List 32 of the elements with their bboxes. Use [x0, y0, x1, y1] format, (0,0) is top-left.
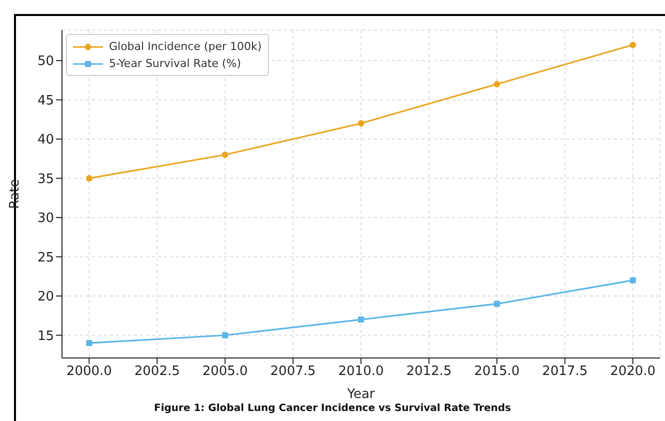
y-tick-label: 20 — [37, 290, 54, 305]
y-tick-label: 50 — [37, 54, 54, 70]
point — [86, 175, 92, 182]
x-tick-label: 2010.0 — [338, 364, 384, 380]
y-axis-title: Rate — [8, 179, 23, 209]
point — [494, 80, 500, 88]
point — [358, 120, 364, 127]
x-tick-label: 2005.0 — [202, 364, 248, 380]
x-tick-label: 2020.0 — [610, 364, 656, 380]
y-tick-label: 45 — [37, 93, 54, 108]
y-tick-label: 30 — [37, 211, 54, 226]
x-axis-title: Year — [346, 387, 376, 402]
point — [222, 152, 228, 158]
point — [630, 277, 636, 284]
x-tick-label: 2015.0 — [474, 364, 520, 380]
point — [630, 42, 636, 48]
point — [494, 300, 500, 307]
caption: Figure 1: Global Lung Cancer Incidence vs Survival Rate Trends — [152, 403, 512, 414]
legend-label: 5-Year Survival Rate (%) — [109, 57, 242, 70]
x-tick-label: 2000.0 — [66, 364, 112, 380]
point — [86, 340, 92, 346]
x-tick-label: 2017.5 — [542, 364, 588, 380]
legend-label: Global Incidence (per 100k) — [109, 40, 262, 53]
y-tick-label: 35 — [37, 172, 54, 187]
x-tick-label: 2007.5 — [270, 364, 316, 380]
y-tick-label: 15 — [37, 328, 54, 344]
y-tick-label: 25 — [37, 250, 54, 266]
x-tick-label: 2002.5 — [134, 364, 180, 380]
point — [358, 316, 364, 323]
y-tick-label: 40 — [37, 132, 54, 148]
point — [222, 332, 228, 338]
x-tick-label: 2012.5 — [406, 364, 452, 380]
